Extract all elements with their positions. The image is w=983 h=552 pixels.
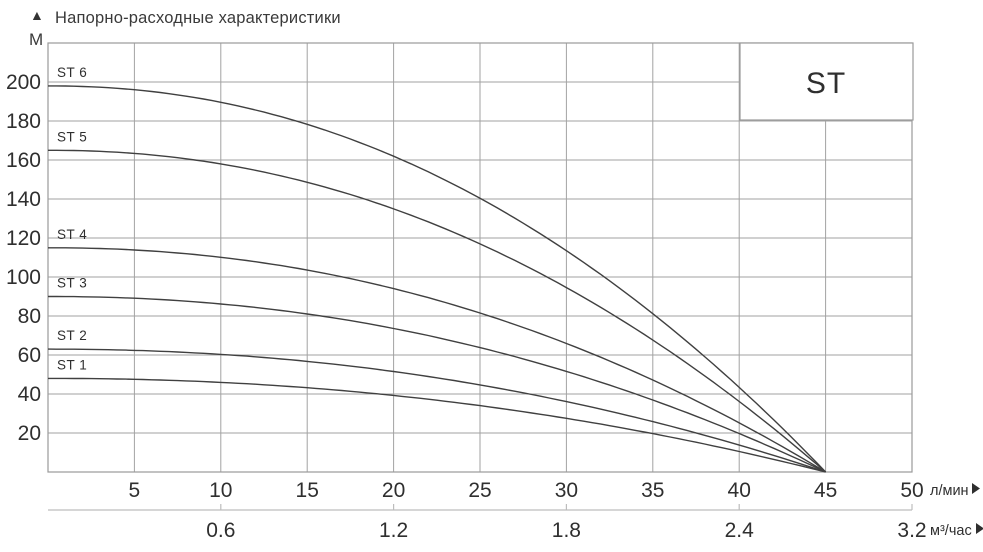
y-tick-label-140: 140 xyxy=(6,188,41,211)
curve-st-3 xyxy=(48,295,826,473)
curve-label-st-4: ST 4 xyxy=(57,227,87,242)
y-tick-label-100: 100 xyxy=(6,266,41,289)
secondary-tick-label-1.8: 1.8 xyxy=(552,519,581,542)
series-family-box xyxy=(739,42,914,121)
y-tick-label-40: 40 xyxy=(18,383,41,406)
chart-title: Напорно-расходные характеристики xyxy=(55,9,341,27)
x-tick-label-40: 40 xyxy=(728,479,751,502)
curve-st-1 xyxy=(48,377,826,473)
curve-st-4 xyxy=(48,247,826,473)
x-tick-label-35: 35 xyxy=(641,479,664,502)
curve-st-6 xyxy=(48,85,827,473)
x-tick-label-25: 25 xyxy=(468,479,491,502)
secondary-axis-unit-label: м³/час xyxy=(930,523,972,539)
y-tick-label-180: 180 xyxy=(6,110,41,133)
curve-label-st-6: ST 6 xyxy=(57,65,87,80)
y-axis-arrow-icon: ▲ xyxy=(30,7,44,23)
secondary-tick-label-2.4: 2.4 xyxy=(725,519,755,542)
x-tick-label-20: 20 xyxy=(382,479,405,502)
secondary-tick-label-0.6: 0.6 xyxy=(206,519,235,542)
curve-st-5 xyxy=(48,149,827,473)
curve-label-st-2: ST 2 xyxy=(57,328,87,343)
x-tick-label-15: 15 xyxy=(296,479,319,502)
y-tick-label-160: 160 xyxy=(6,149,41,172)
y-tick-label-80: 80 xyxy=(18,305,41,328)
secondary-tick-label-3.2: 3.2 xyxy=(897,519,926,542)
y-tick-label-200: 200 xyxy=(6,71,41,94)
x-tick-label-10: 10 xyxy=(209,479,232,502)
curve-label-st-1: ST 1 xyxy=(57,357,87,372)
y-tick-label-60: 60 xyxy=(18,344,41,367)
x-tick-label-45: 45 xyxy=(814,479,837,502)
x-tick-label-30: 30 xyxy=(555,479,578,502)
secondary-tick-label-1.2: 1.2 xyxy=(379,519,408,542)
secondary-axis-arrow-icon xyxy=(976,523,983,534)
x-axis-arrow-icon xyxy=(972,483,980,494)
y-axis-unit-label: М xyxy=(29,30,44,49)
plot-border xyxy=(47,42,913,473)
x-axis-unit-label: л/мин xyxy=(930,483,969,499)
x-tick-label-5: 5 xyxy=(129,479,141,502)
x-tick-label-50: 50 xyxy=(900,479,923,502)
series-family-label: ST xyxy=(806,67,846,100)
curve-st-2 xyxy=(47,348,826,473)
curve-label-st-3: ST 3 xyxy=(57,276,87,291)
y-tick-label-120: 120 xyxy=(6,227,41,250)
y-tick-label-20: 20 xyxy=(18,422,41,445)
curve-label-st-5: ST 5 xyxy=(57,129,87,144)
